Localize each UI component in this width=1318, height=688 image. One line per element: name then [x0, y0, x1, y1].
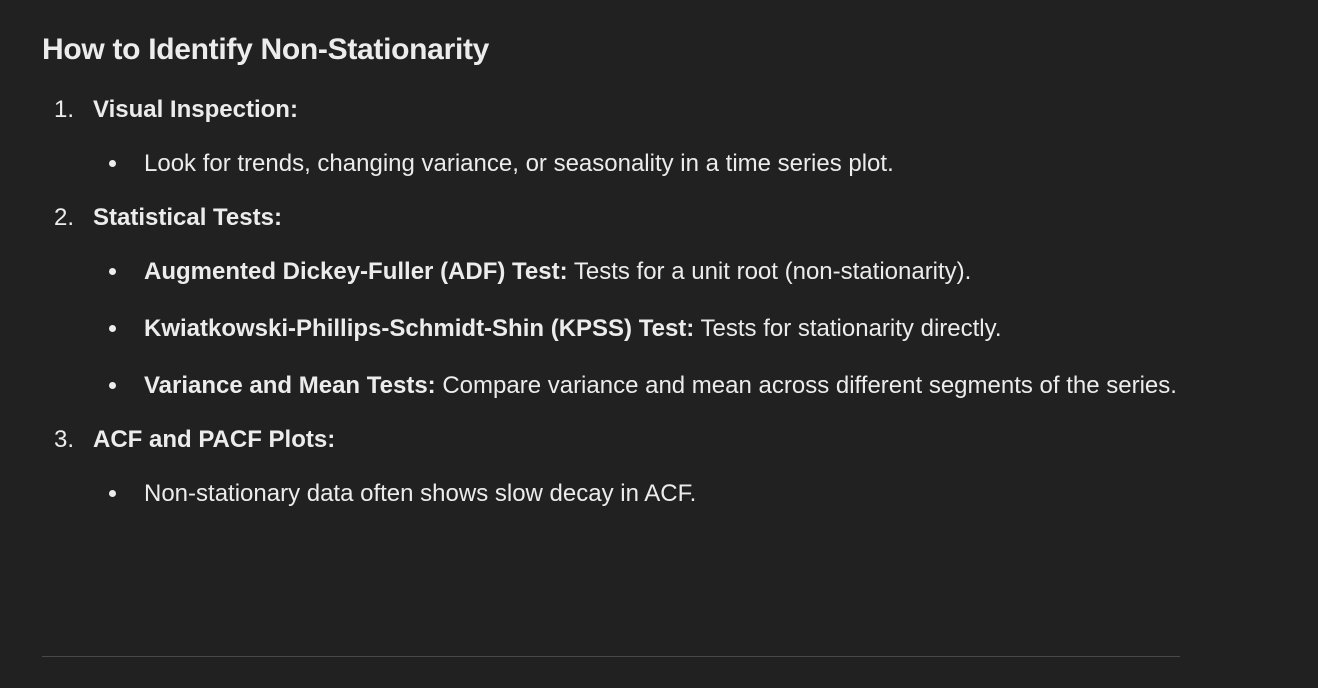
step-item: 2. Statistical Tests: Augmented Dickey-F… [42, 200, 1180, 408]
bullet-dot-icon [109, 268, 116, 275]
step-item: 1. Visual Inspection: Look for trends, c… [42, 92, 1180, 186]
section-heading: How to Identify Non-Stationarity [42, 33, 490, 66]
steps-list: 1. Visual Inspection: Look for trends, c… [42, 92, 1180, 516]
step-number: 3. [54, 426, 75, 453]
list-item: Look for trends, changing variance, or s… [42, 142, 1180, 186]
list-item: Kwiatkowski-Phillips-Schmidt-Shin (KPSS)… [42, 307, 1180, 351]
bullet-dot-icon [109, 325, 116, 332]
bullet-text: Tests for stationarity directly. [694, 315, 1002, 342]
message-content: How to Identify Non-Stationarity 1. Visu… [42, 28, 1180, 516]
bullet-dot-icon [109, 160, 116, 167]
step-number: 1. [54, 96, 75, 123]
bullet-list: Non-stationary data often shows slow dec… [42, 472, 1180, 516]
step-header: 2. Statistical Tests: [42, 200, 1180, 236]
bullet-bold-label: Kwiatkowski-Phillips-Schmidt-Shin (KPSS)… [144, 315, 695, 342]
bullet-bold-label: Variance and Mean Tests: [144, 372, 436, 399]
list-item: Non-stationary data often shows slow dec… [42, 472, 1180, 516]
bullet-list: Augmented Dickey-Fuller (ADF) Test: Test… [42, 250, 1180, 408]
list-item: Augmented Dickey-Fuller (ADF) Test: Test… [42, 250, 1180, 294]
divider [42, 656, 1180, 657]
bullet-text: Tests for a unit root (non-stationarity)… [567, 258, 972, 285]
bullet-text: Look for trends, changing variance, or s… [144, 150, 894, 177]
bullet-bold-label: Augmented Dickey-Fuller (ADF) Test: [144, 258, 568, 285]
step-header: 1. Visual Inspection: [42, 92, 1180, 128]
bullet-text: Compare variance and mean across differe… [435, 372, 1177, 399]
step-title: Visual Inspection: [93, 96, 298, 123]
bullet-list: Look for trends, changing variance, or s… [42, 142, 1180, 186]
bullet-text: Non-stationary data often shows slow dec… [144, 480, 697, 507]
step-header: 3. ACF and PACF Plots: [42, 422, 1180, 458]
step-title: Statistical Tests: [93, 204, 282, 231]
step-item: 3. ACF and PACF Plots: Non-stationary da… [42, 422, 1180, 516]
list-item: Variance and Mean Tests: Compare varianc… [42, 364, 1180, 408]
bullet-dot-icon [109, 382, 116, 389]
step-number: 2. [54, 204, 75, 231]
step-title: ACF and PACF Plots: [93, 426, 336, 453]
bullet-dot-icon [109, 490, 116, 497]
